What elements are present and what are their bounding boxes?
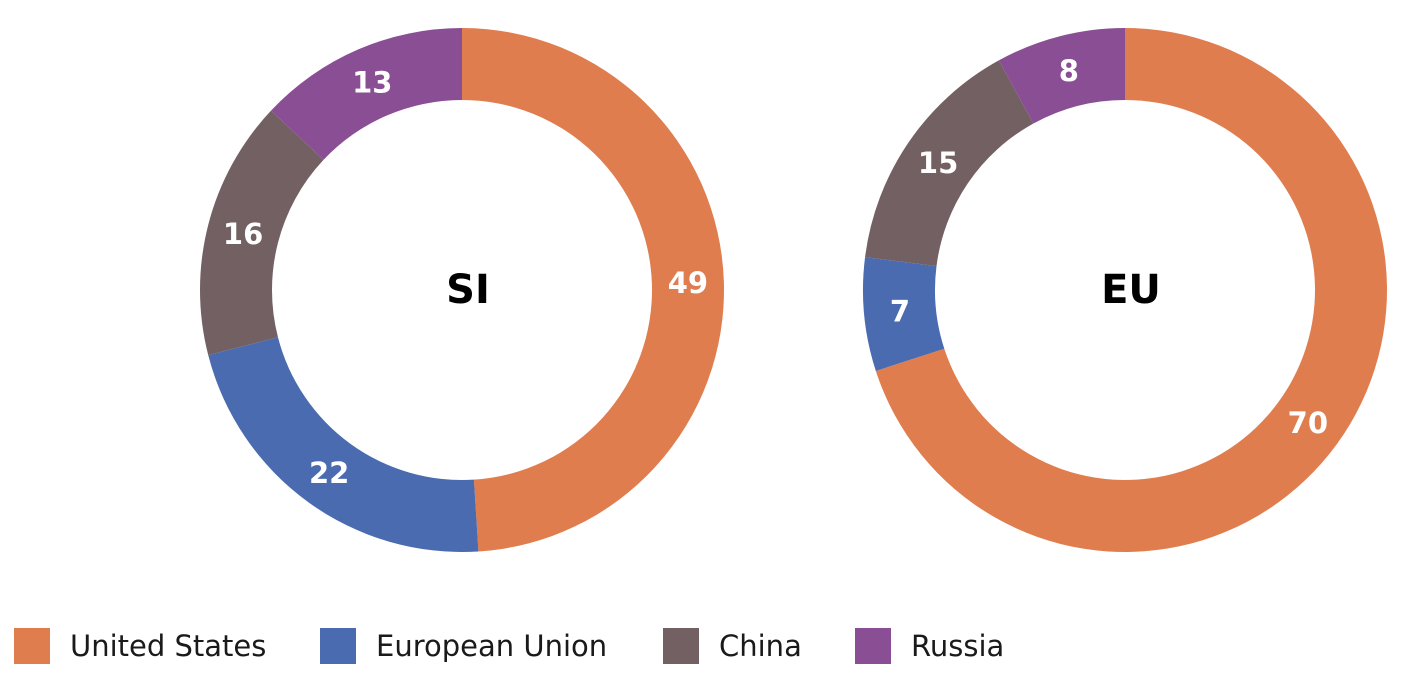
legend-label: European Union [376,629,607,663]
center-title: SI [446,267,490,313]
segment-label: 8 [1059,54,1079,88]
donut-segment [208,337,479,552]
segment-label: 49 [668,266,708,300]
donut-segment [200,110,324,356]
segment-label: 70 [1288,406,1328,440]
segment-label: 15 [918,146,958,180]
segment-label: 16 [223,217,263,251]
legend-label: Russia [911,629,1004,663]
legend-swatch [663,628,699,664]
donut-segment [998,27,1125,124]
legend-swatch [855,628,891,664]
donut-segment [862,257,945,371]
segment-label: 7 [890,294,910,328]
segment-label: 22 [309,456,349,490]
segment-label: 13 [352,66,392,100]
legend-swatch [14,628,50,664]
donut-segment [865,60,1034,267]
donut-segment [271,28,462,160]
center-title: EU [1101,267,1161,313]
legend-label: China [719,629,802,663]
legend-label: United States [70,629,266,663]
donut-segment [462,28,725,552]
legend-swatch [320,628,356,664]
